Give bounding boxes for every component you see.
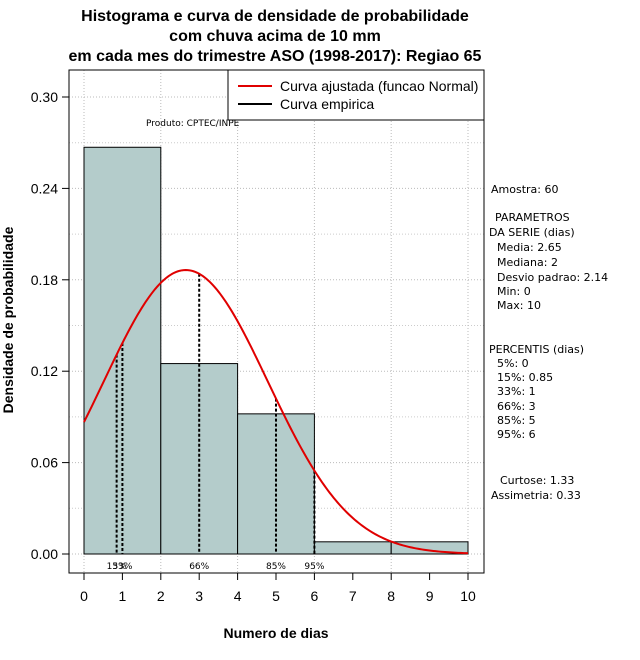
- x-axis-title: Numero de dias: [223, 625, 328, 641]
- percentile-label: 95%: [304, 562, 324, 572]
- x-tick-label: 2: [157, 588, 165, 604]
- y-tick-label: 0.30: [31, 89, 58, 105]
- y-tick-label: 0.06: [31, 455, 58, 471]
- x-axis: 0 1 2 3 4 5 6 7 8 9 10: [80, 572, 476, 604]
- stats-params-subheading: DA SERIE (dias): [489, 226, 575, 239]
- chart-title-line-2: com chuva acima de 10 mm: [169, 28, 381, 45]
- percentile-label: 15%: [107, 562, 127, 572]
- x-tick-label: 8: [387, 588, 395, 604]
- y-axis: 0.00 0.06 0.12 0.18 0.24 0.30: [31, 89, 70, 562]
- stats-percentis-heading: PERCENTIS (dias): [489, 343, 584, 356]
- stats-mean: Media: 2.65: [497, 241, 562, 254]
- percentile-lines: 15%33% 66% 85% 95%: [107, 273, 325, 572]
- normal-curve: [83, 269, 469, 555]
- y-tick-label: 0.00: [31, 546, 58, 562]
- stats-p66: 66%: 3: [497, 400, 536, 413]
- x-tick-label: 5: [272, 588, 280, 604]
- percentile-label: 33%: [112, 562, 132, 572]
- legend-label-normal: Curva ajustada (funcao Normal): [280, 78, 478, 94]
- source-label: Produto: CPTEC/INPE: [146, 119, 240, 129]
- chart-title-line-1: Histograma e curva de densidade de proba…: [81, 8, 469, 25]
- legend: Curva ajustada (funcao Normal) Curva emp…: [227, 69, 485, 121]
- percentile-label: 85%: [266, 562, 286, 572]
- percentile-label: 66%: [189, 562, 209, 572]
- stats-panel: Amostra: 60 PARAMETROS DA SERIE (dias) M…: [489, 183, 608, 502]
- stats-kurtosis: Curtose: 1.33: [500, 474, 574, 487]
- stats-max: Max: 10: [497, 299, 541, 312]
- histogram-bar: [390, 541, 469, 555]
- x-tick-label: 0: [80, 588, 88, 604]
- x-tick-label: 1: [119, 588, 127, 604]
- stats-p95: 95%: 6: [497, 428, 536, 441]
- stats-p15: 15%: 0.85: [497, 371, 553, 384]
- x-tick-label: 4: [234, 588, 242, 604]
- y-axis-title: Densidade de probabilidade: [0, 226, 16, 413]
- x-tick-label: 7: [349, 588, 357, 604]
- stats-params-heading: PARAMETROS: [495, 211, 570, 224]
- x-tick-label: 9: [426, 588, 434, 604]
- stats-p85: 85%: 5: [497, 414, 536, 427]
- histogram-bars: [83, 146, 469, 555]
- stats-sd: Desvio padrao: 2.14: [497, 271, 608, 284]
- stats-p33: 33%: 1: [497, 385, 536, 398]
- x-tick-label: 6: [311, 588, 319, 604]
- legend-box: [227, 69, 485, 121]
- stats-median: Mediana: 2: [497, 256, 558, 269]
- stats-skewness: Assimetria: 0.33: [491, 489, 581, 502]
- chart-title-line-3: em cada mes do trimestre ASO (1998-2017)…: [69, 48, 482, 65]
- stats-p5: 5%: 0: [497, 357, 529, 370]
- histogram-bar: [313, 541, 392, 555]
- x-tick-label: 10: [460, 588, 476, 604]
- x-tick-label: 3: [195, 588, 203, 604]
- y-tick-label: 0.12: [31, 363, 58, 379]
- stats-min: Min: 0: [497, 285, 531, 298]
- legend-label-empirical: Curva empirica: [280, 96, 374, 112]
- y-tick-label: 0.24: [31, 180, 58, 196]
- y-tick-label: 0.18: [31, 272, 58, 288]
- stats-sample: Amostra: 60: [491, 183, 558, 196]
